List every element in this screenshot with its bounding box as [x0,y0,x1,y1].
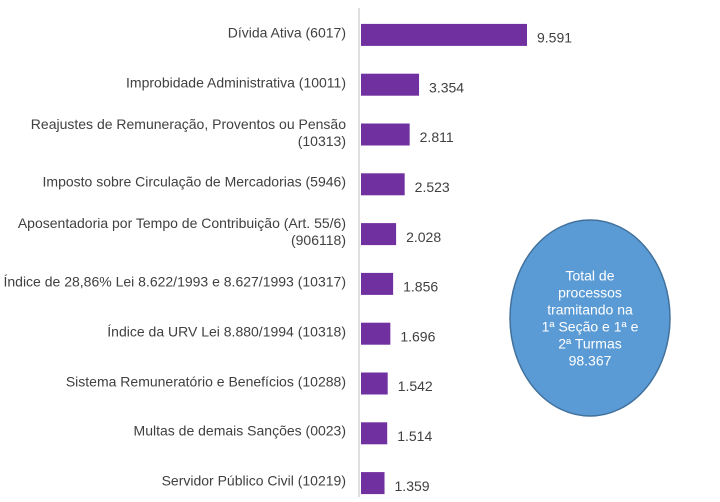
value-label: 1.696 [400,328,435,344]
annotation-text: tramitando na [547,301,633,317]
bar [361,422,388,445]
category-label: Aposentadoria por Tempo de Contribuição … [17,215,346,249]
bar [361,123,410,146]
value-label: 1.514 [397,428,432,444]
value-label: 2.811 [420,129,454,145]
value-label: 9.591 [537,30,572,46]
category-label: Sistema Remuneratório e Benefícios (1028… [65,373,346,389]
annotation-text: 98.367 [568,352,612,368]
category-label: Multas de demais Sanções (0023) [133,422,346,439]
bar [361,472,385,495]
value-label: 1.359 [395,478,430,494]
bar [361,272,394,295]
bar [361,23,527,46]
value-label: 3.354 [429,79,464,95]
category-label: Índice da URV Lei 8.880/1994 (10318) [107,323,346,340]
bar [361,173,405,196]
category-label: Reajustes de Remuneração, Proventos ou P… [30,115,346,149]
bar [361,372,388,395]
value-label: 2.028 [406,229,441,245]
category-label: Dívida Ativa (6017) [227,24,346,41]
bar [361,73,420,96]
category-label: Imposto sobre Circulação de Mercadorias … [42,173,346,190]
annotation-ellipse [509,219,671,417]
value-label: 1.856 [403,279,438,295]
annotation-text: Total de [565,267,615,283]
category-label: Servidor Público Civil (10219) [161,472,346,489]
category-label: Índice de 28,86% Lei 8.622/1993 e 8.627/… [3,273,346,290]
annotation-text: 1ª Seção e 1ª e [541,318,639,334]
category-label: Improbidade Administrativa (10011) [126,74,346,91]
annotation-text: processos [558,284,622,300]
value-label: 1.542 [398,378,433,394]
value-label: 2.523 [415,179,450,195]
annotation-text: 2ª Turmas [558,335,622,351]
bar [361,322,391,345]
bar [361,223,397,246]
